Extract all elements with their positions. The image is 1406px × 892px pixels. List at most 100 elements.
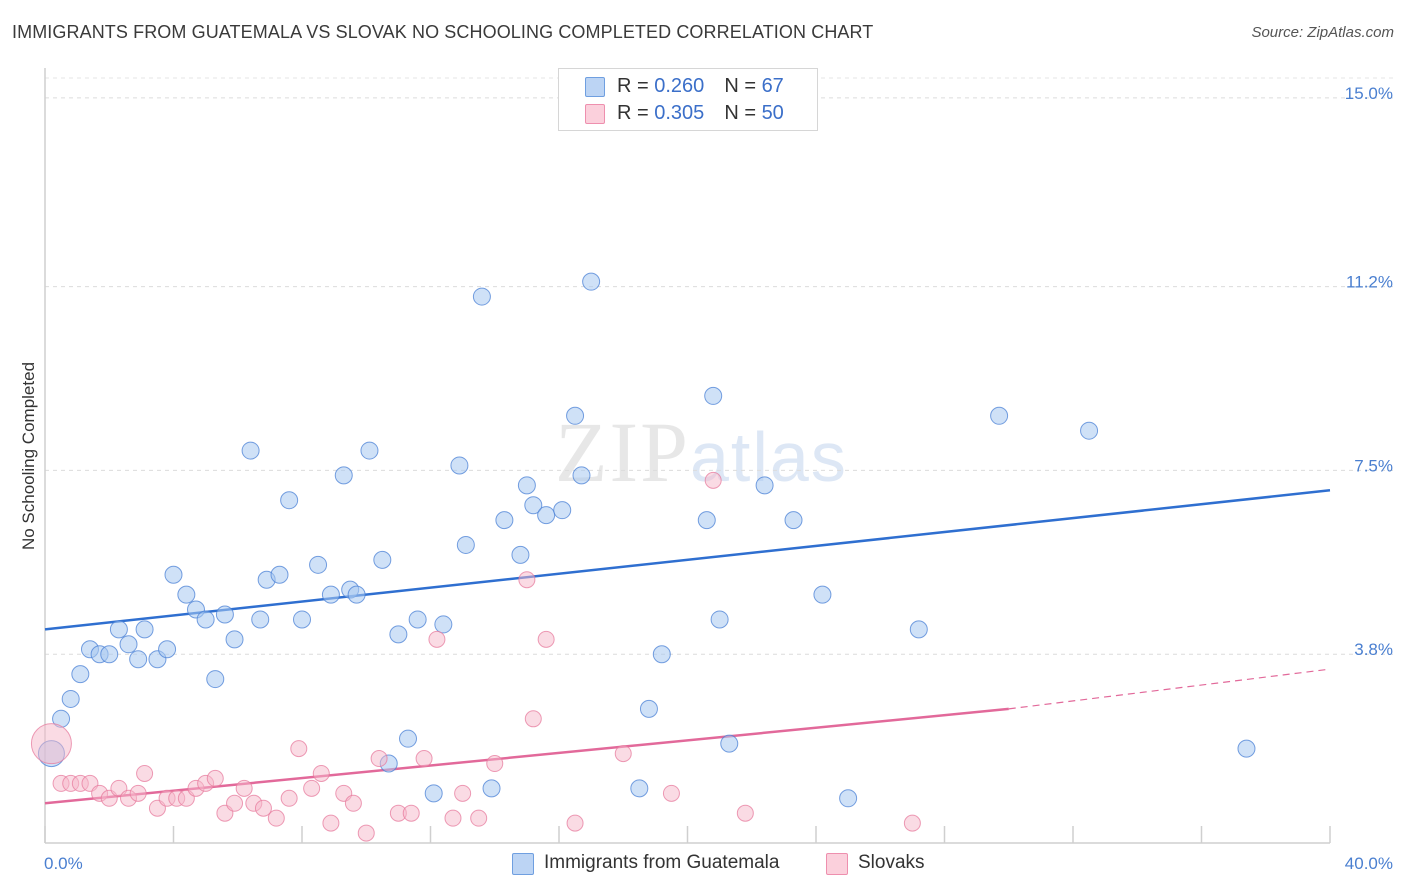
point-guatemala	[251, 610, 270, 629]
bottom-legend-label-guatemala: Immigrants from Guatemala	[544, 852, 780, 873]
point-guatemala	[225, 630, 244, 649]
point-guatemala	[630, 779, 649, 798]
point-guatemala	[572, 466, 591, 485]
tick-labels: 3.8% 7.5% 11.2% 15.0% 0.0% 40.0%	[44, 84, 1393, 873]
point-guatemala	[206, 670, 225, 689]
point-guatemala	[582, 272, 601, 291]
point-guatemala	[164, 565, 183, 584]
point-slovaks	[129, 784, 147, 802]
point-slovaks	[206, 769, 224, 787]
bottom-legend-swatch-guatemala	[512, 853, 534, 875]
point-slovaks	[344, 794, 362, 812]
bottom-legend-label-slovaks: Slovaks	[858, 852, 925, 873]
point-guatemala	[524, 496, 543, 515]
point-guatemala	[697, 511, 716, 530]
point-slovaks	[537, 630, 555, 648]
point-guatemala	[1080, 421, 1099, 440]
point-guatemala	[434, 615, 453, 634]
point-guatemala	[456, 535, 475, 554]
point-guatemala	[472, 287, 491, 306]
point-slovaks	[303, 779, 321, 797]
point-guatemala	[710, 610, 729, 629]
point-guatemala	[990, 406, 1009, 425]
point-guatemala	[119, 635, 138, 654]
point-slovaks	[30, 723, 72, 765]
point-guatemala	[215, 605, 234, 624]
point-guatemala	[71, 665, 90, 684]
point-guatemala	[408, 610, 427, 629]
point-slovaks	[136, 764, 154, 782]
point-slovaks	[903, 814, 921, 832]
point-slovaks	[736, 804, 754, 822]
point-slovaks	[470, 809, 488, 827]
point-guatemala	[813, 585, 832, 604]
point-slovaks	[290, 740, 308, 758]
point-guatemala	[755, 476, 774, 495]
point-slovaks	[267, 809, 285, 827]
point-guatemala	[495, 511, 514, 530]
data-points	[30, 272, 1256, 842]
point-slovaks	[357, 824, 375, 842]
point-guatemala	[241, 441, 260, 460]
watermark: ZIPatlas	[555, 402, 848, 502]
point-slovaks	[235, 779, 253, 797]
point-guatemala	[196, 610, 215, 629]
chart-source: Source: ZipAtlas.com	[1251, 24, 1394, 41]
point-guatemala	[158, 640, 177, 659]
y-tick-label: 7.5%	[1354, 456, 1393, 475]
point-guatemala	[109, 620, 128, 639]
point-guatemala	[270, 565, 289, 584]
correlation-legend: R = 0.260 N = 67 R = 0.305 N = 50	[558, 68, 818, 131]
point-guatemala	[720, 734, 739, 753]
point-guatemala	[511, 545, 530, 564]
point-guatemala	[424, 784, 443, 803]
point-guatemala	[61, 689, 80, 708]
point-guatemala	[517, 476, 536, 495]
legend-text-guatemala: R = 0.260 N = 67	[617, 75, 784, 97]
point-guatemala	[450, 456, 469, 475]
point-guatemala	[839, 789, 858, 808]
trend-extension-slovaks	[1008, 668, 1331, 710]
legend-swatch-slovaks	[585, 104, 605, 124]
point-guatemala	[360, 441, 379, 460]
point-slovaks	[614, 745, 632, 763]
point-guatemala	[553, 501, 572, 520]
chart-title: IMMIGRANTS FROM GUATEMALA VS SLOVAK NO S…	[12, 22, 874, 42]
trend-line-guatemala	[44, 489, 1331, 631]
point-slovaks	[486, 755, 504, 773]
point-guatemala	[566, 406, 585, 425]
point-slovaks	[444, 809, 462, 827]
y-tick-label: 3.8%	[1354, 640, 1393, 659]
point-slovaks	[322, 814, 340, 832]
point-guatemala	[280, 491, 299, 510]
point-guatemala	[537, 506, 556, 525]
legend-swatch-guatemala	[585, 77, 605, 97]
point-guatemala	[135, 620, 154, 639]
point-guatemala	[129, 650, 148, 669]
legend-text-slovaks: R = 0.305 N = 50	[617, 102, 784, 124]
point-guatemala	[1237, 739, 1256, 758]
point-guatemala	[309, 555, 328, 574]
point-guatemala	[293, 610, 311, 629]
point-guatemala	[389, 625, 408, 644]
y-tick-label: 11.2%	[1346, 273, 1393, 292]
point-slovaks	[280, 789, 298, 807]
x-tick-label: 0.0%	[44, 854, 83, 873]
point-slovaks	[566, 814, 584, 832]
point-guatemala	[909, 620, 928, 639]
point-guatemala	[177, 585, 196, 604]
point-guatemala	[399, 729, 418, 748]
point-slovaks	[370, 750, 388, 768]
x-tick-label: 40.0%	[1345, 854, 1393, 873]
point-guatemala	[704, 386, 723, 405]
y-tick-label: 15.0%	[1345, 84, 1393, 103]
point-slovaks	[704, 471, 722, 489]
point-guatemala	[482, 779, 501, 798]
point-guatemala	[784, 511, 803, 530]
grid-lines	[45, 77, 1395, 655]
bottom-legend-swatch-slovaks	[826, 853, 848, 875]
point-slovaks	[402, 804, 420, 822]
point-slovaks	[312, 764, 330, 782]
point-slovaks	[454, 784, 472, 802]
